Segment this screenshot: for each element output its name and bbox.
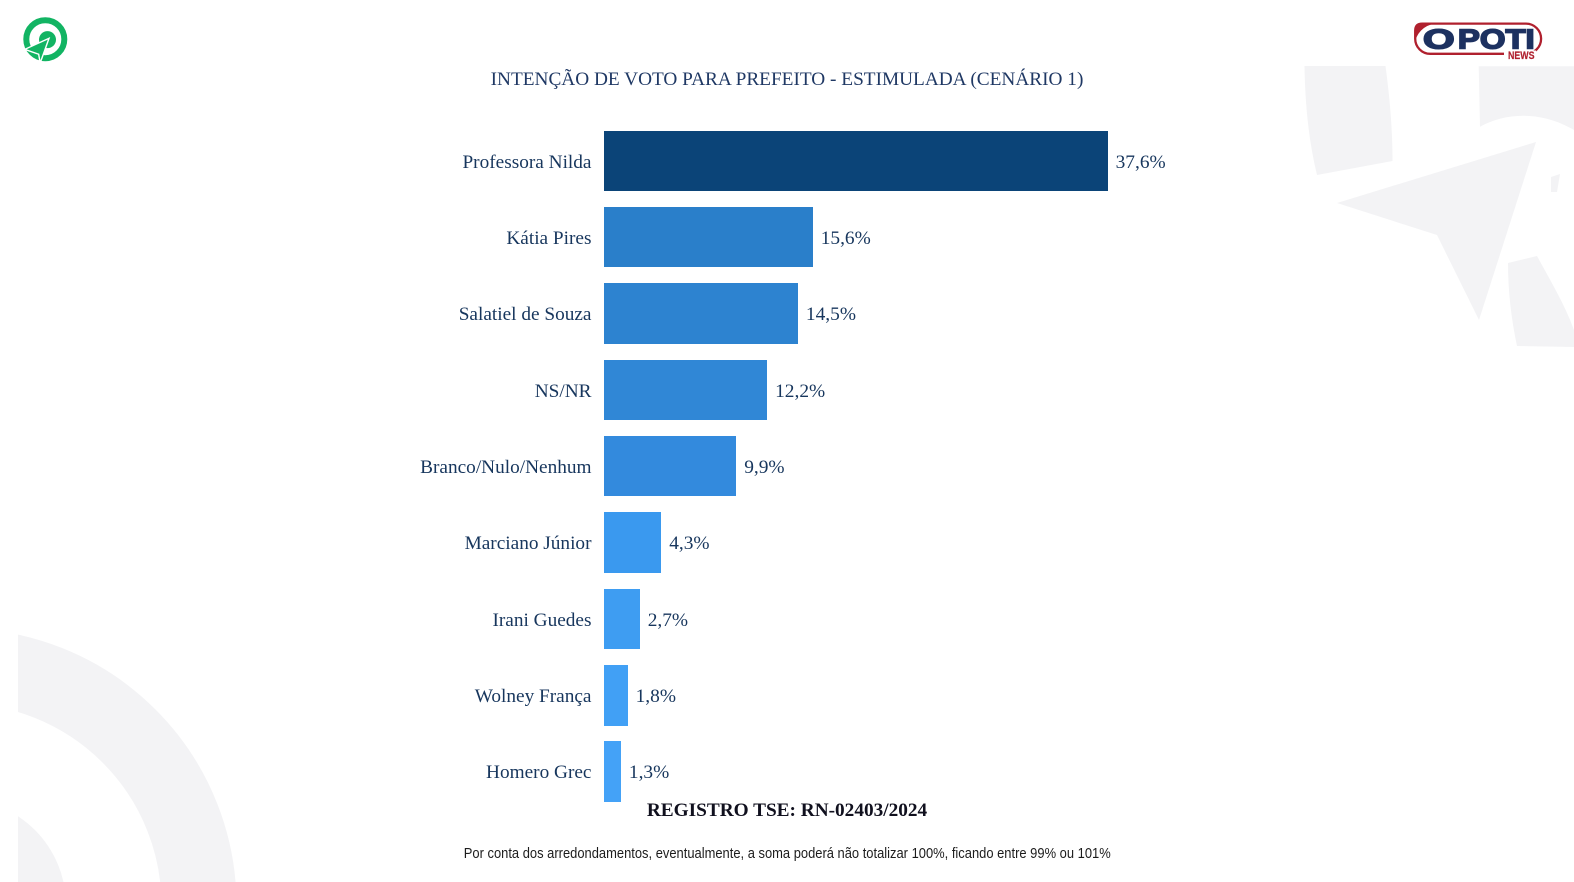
- svg-text:NEWS: NEWS: [1508, 50, 1535, 62]
- svg-text:O: O: [1423, 23, 1455, 54]
- svg-text:POTI: POTI: [1458, 23, 1535, 54]
